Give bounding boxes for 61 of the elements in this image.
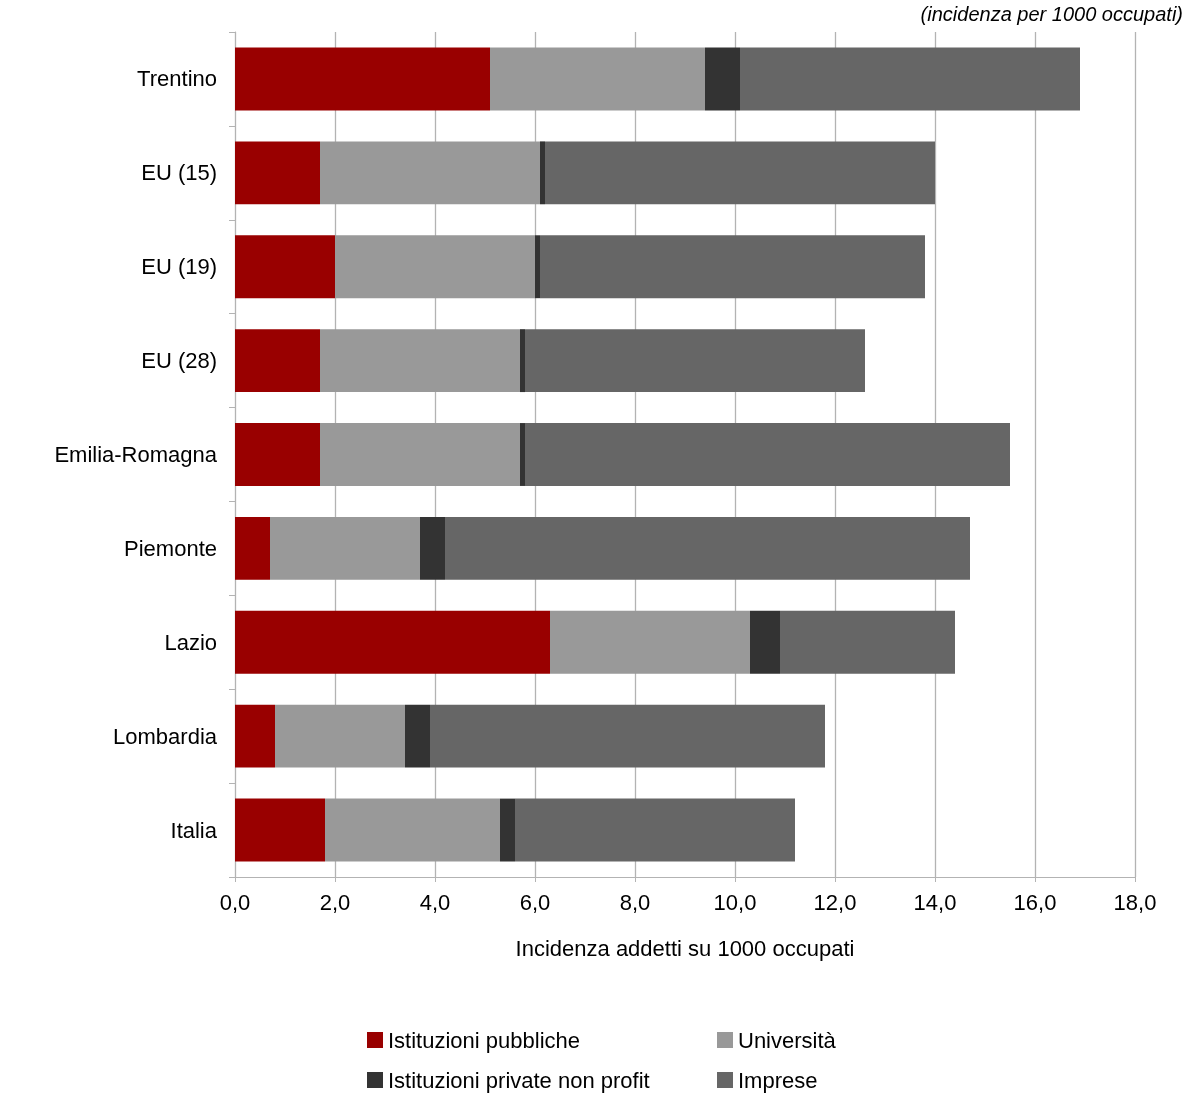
chart-subtitle: (incidenza per 1000 occupati) [920, 3, 1184, 25]
bar [500, 798, 515, 862]
bar [545, 141, 935, 205]
bar [525, 423, 1010, 486]
bar [275, 704, 405, 768]
legend-label: Università [738, 1027, 837, 1053]
y-tick-label: Italia [170, 817, 218, 843]
bar [535, 235, 540, 299]
bar [740, 47, 1080, 111]
bar [540, 141, 545, 205]
y-tick-label: EU (28) [141, 348, 217, 374]
legend-label: Istituzioni pubbliche [388, 1027, 581, 1053]
bar [235, 798, 325, 862]
bar [325, 798, 500, 862]
bar [320, 329, 520, 393]
y-tick-label: EU (15) [141, 160, 217, 186]
x-tick-label: 16,0 [1013, 889, 1057, 915]
bar [320, 141, 540, 205]
bar [515, 798, 795, 862]
bar [780, 610, 955, 674]
bar [520, 423, 525, 486]
x-tick-label: 8,0 [619, 889, 651, 915]
x-tick-label: 14,0 [913, 889, 957, 915]
y-tick-label: Trentino [137, 66, 217, 92]
legend-label: Imprese [738, 1067, 818, 1093]
y-tick-label: Lombardia [113, 723, 218, 749]
y-tick-label: Piemonte [124, 535, 217, 561]
bar [235, 704, 275, 768]
legend-label: Istituzioni private non profit [388, 1067, 650, 1093]
bar [750, 610, 780, 674]
bar [235, 235, 335, 299]
y-tick-label: Emilia-Romagna [54, 442, 218, 467]
bar [550, 610, 750, 674]
x-tick-label: 10,0 [713, 889, 757, 915]
bar [270, 516, 420, 580]
x-tick-label: 12,0 [813, 889, 857, 915]
x-tick-label: 6,0 [519, 889, 551, 915]
bar [540, 235, 925, 299]
bar [420, 516, 445, 580]
bar [405, 704, 430, 768]
bar [520, 329, 525, 393]
y-tick-label: EU (19) [141, 254, 217, 280]
x-tick-label: 0,0 [219, 889, 251, 915]
bar [235, 141, 320, 205]
bar [235, 329, 320, 393]
x-axis-title: Incidenza addetti su 1000 occupati [515, 935, 855, 961]
x-tick-label: 2,0 [319, 889, 351, 915]
y-tick-label: Lazio [164, 629, 217, 655]
x-tick-label: 4,0 [419, 889, 451, 915]
bar [525, 329, 865, 393]
bar [335, 235, 535, 299]
bar [445, 516, 970, 580]
bar [320, 423, 520, 486]
bar [705, 47, 740, 111]
bar [490, 47, 705, 111]
bar [430, 704, 825, 768]
bar [235, 610, 550, 674]
bar [235, 516, 270, 580]
bar [235, 47, 490, 111]
bar [235, 423, 320, 486]
x-tick-label: 18,0 [1113, 889, 1157, 915]
